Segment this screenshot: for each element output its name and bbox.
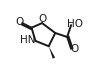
Text: HO: HO — [67, 19, 83, 29]
Text: HN: HN — [20, 35, 36, 45]
Polygon shape — [49, 46, 55, 59]
Text: O: O — [70, 44, 78, 55]
Text: O: O — [39, 14, 47, 24]
Text: O: O — [15, 17, 23, 27]
